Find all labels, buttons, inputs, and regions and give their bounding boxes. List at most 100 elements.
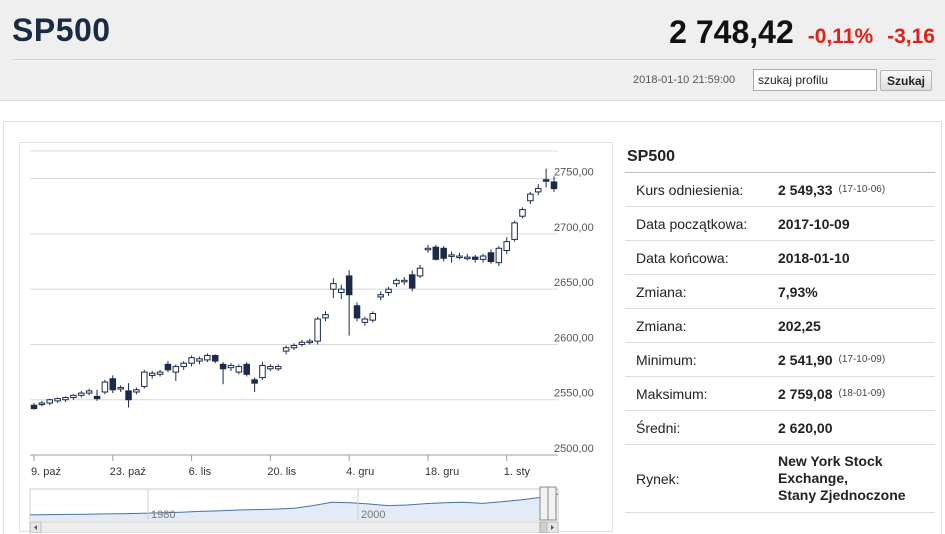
candle bbox=[345, 275, 353, 296]
candle bbox=[85, 390, 93, 394]
candle bbox=[109, 378, 117, 391]
candle bbox=[101, 381, 109, 393]
change-percent: -0,11% bbox=[807, 25, 874, 48]
candle bbox=[251, 379, 258, 384]
stats-label: Maksimum: bbox=[636, 385, 708, 402]
navigator-area bbox=[30, 494, 558, 520]
stats-value: 2 541,90 bbox=[778, 351, 833, 368]
quote-summary: 2 748,42 -0,11% -3,16 bbox=[669, 14, 935, 51]
candle bbox=[527, 193, 534, 202]
candle bbox=[448, 254, 455, 257]
navigator-handle[interactable] bbox=[539, 486, 549, 521]
stats-value: 2018-01-10 bbox=[778, 249, 850, 266]
stats-row: Minimum: 2 541,90 (17-10-09) bbox=[625, 343, 935, 377]
candle bbox=[519, 209, 526, 217]
chevron-right-icon bbox=[551, 525, 554, 530]
candle bbox=[408, 274, 416, 289]
candle bbox=[487, 252, 495, 263]
stats-label: Zmiana: bbox=[636, 317, 687, 334]
stats-value: 2017-10-09 bbox=[778, 215, 850, 232]
y-tick-label: 2600,00 bbox=[554, 332, 594, 344]
navigator-handle[interactable] bbox=[547, 486, 557, 521]
candle bbox=[479, 255, 487, 260]
candle bbox=[282, 347, 290, 352]
candle bbox=[471, 256, 479, 260]
x-tick-label: 6. lis bbox=[189, 466, 212, 478]
candle bbox=[511, 222, 518, 240]
candle bbox=[62, 397, 69, 401]
x-tick-label: 18. gru bbox=[425, 466, 459, 478]
market-line: Exchange, bbox=[778, 470, 849, 486]
scrollbar-track[interactable] bbox=[29, 521, 559, 533]
candle bbox=[542, 179, 550, 182]
candle bbox=[188, 357, 195, 364]
current-price: 2 748,42 bbox=[669, 14, 794, 50]
candle bbox=[211, 355, 219, 362]
stats-label: Zmiana: bbox=[636, 283, 687, 300]
stats-value: 202,25 bbox=[778, 317, 821, 334]
candle bbox=[141, 371, 148, 387]
candle bbox=[180, 362, 187, 368]
candle bbox=[172, 366, 180, 373]
x-tick-label: 1. sty bbox=[504, 466, 531, 478]
candle bbox=[259, 364, 266, 379]
y-tick-label: 2650,00 bbox=[554, 277, 594, 289]
chevron-left-icon bbox=[34, 525, 37, 530]
candle bbox=[495, 247, 503, 264]
stats-date: (18-01-09) bbox=[838, 388, 886, 399]
x-tick-label: 23. paź bbox=[110, 466, 146, 478]
x-tick-label: 20. lis bbox=[267, 466, 296, 478]
candle bbox=[306, 340, 314, 344]
quote-timestamp: 2018-01-10 21:59:00 bbox=[633, 74, 736, 86]
y-tick-label: 2700,00 bbox=[554, 222, 594, 234]
stats-row-market: Rynek: New York Stock Exchange, Stany Zj… bbox=[625, 445, 935, 513]
price-chart[interactable]: 2750,00 2700,00 2650,00 2600,00 2550,00 2500,… bbox=[19, 142, 614, 533]
search-input[interactable] bbox=[753, 69, 877, 91]
stats-date: (17-10-06) bbox=[838, 184, 886, 195]
x-tick-label: 4. gru bbox=[346, 466, 374, 478]
x-tick-label: 9. paź bbox=[31, 466, 61, 478]
y-tick-label: 2550,00 bbox=[554, 388, 594, 400]
navigator-label: 2000 bbox=[361, 509, 385, 521]
navigator-label: 1980 bbox=[151, 509, 175, 521]
stats-value: 7,93% bbox=[778, 283, 818, 300]
candle bbox=[353, 305, 361, 319]
candle bbox=[125, 390, 132, 401]
candle bbox=[235, 366, 243, 373]
candle bbox=[401, 279, 408, 283]
candle bbox=[330, 283, 337, 290]
stats-row: Średni: 2 620,00 bbox=[625, 411, 935, 445]
header-divider bbox=[12, 59, 935, 60]
stats-value: 2 549,33 bbox=[778, 181, 833, 198]
candle bbox=[78, 392, 85, 396]
candle bbox=[70, 394, 77, 399]
candle bbox=[534, 188, 542, 193]
candle bbox=[440, 247, 447, 259]
candle bbox=[219, 363, 227, 370]
candle bbox=[164, 363, 172, 371]
stats-panel: SP500 Kurs odniesienia: 2 549,33 (17-10-06… bbox=[625, 142, 935, 513]
candle bbox=[361, 318, 369, 323]
candle bbox=[93, 395, 101, 400]
candle bbox=[204, 355, 211, 361]
stats-label: Minimum: bbox=[636, 351, 697, 368]
candlestick-chart[interactable]: 2750,00 2700,00 2650,00 2600,00 2550,00 2500,… bbox=[20, 143, 614, 533]
candle bbox=[243, 363, 250, 375]
search-button[interactable]: Szukaj bbox=[880, 70, 932, 91]
candle bbox=[377, 294, 384, 298]
stats-value: 2 759,08 bbox=[778, 385, 833, 402]
navigator-line bbox=[29, 493, 559, 516]
stats-label: Średni: bbox=[636, 419, 681, 436]
candle bbox=[338, 288, 345, 293]
stats-row: Kurs odniesienia: 2 549,33 (17-10-06) bbox=[625, 173, 935, 207]
y-tick-label: 2750,00 bbox=[554, 167, 594, 179]
candle bbox=[369, 313, 377, 321]
candle bbox=[30, 404, 38, 410]
candle bbox=[385, 288, 392, 293]
candle bbox=[314, 318, 321, 342]
market-line: Stany Zjednoczone bbox=[778, 487, 906, 503]
candle bbox=[298, 341, 306, 345]
page-header: SP500 2 748,42 -0,11% -3,16 2018-01-10 2… bbox=[0, 0, 945, 101]
candle bbox=[416, 267, 424, 277]
candle bbox=[550, 181, 558, 190]
